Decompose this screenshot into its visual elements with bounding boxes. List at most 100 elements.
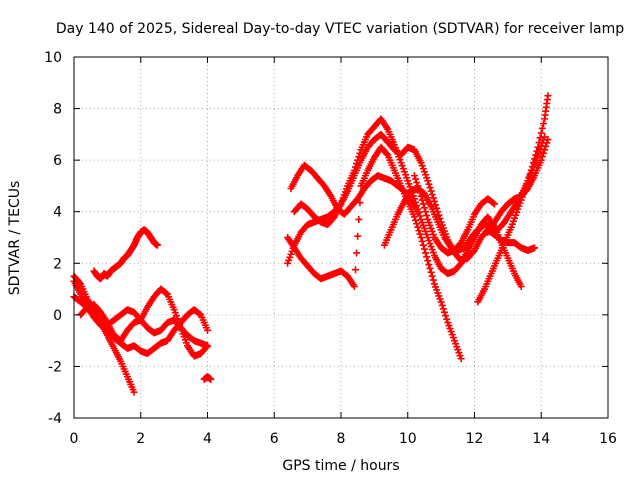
data-point [428,272,436,280]
x-tick-label: 16 [599,431,617,447]
data-point [423,212,431,220]
data-point [420,204,428,212]
data-point [350,282,358,290]
y-axis-label: SDTVAR / TECUs [7,181,23,296]
data-point [351,266,359,274]
series-track-e [90,226,161,283]
data-point [532,151,540,159]
x-tick-label: 10 [399,431,417,447]
data-point [428,191,436,199]
data-point [543,139,551,147]
data-point [539,149,547,157]
data-point [416,189,424,197]
data-point [429,194,437,202]
data-point [204,342,211,350]
data-point [413,220,421,228]
data-point [414,223,422,231]
data-point [413,202,421,210]
data-point [537,156,545,164]
data-point [542,142,550,150]
data-point [422,208,430,216]
data-point [544,136,552,144]
y-tick-label: 8 [53,102,62,118]
data-point [533,147,541,155]
data-point [443,315,451,323]
data-point [429,276,437,284]
data-point [202,343,210,351]
data-point [538,153,546,161]
data-point [440,308,448,316]
x-tick-label: 8 [337,431,346,447]
data-point [438,301,446,309]
data-point [457,355,465,363]
data-point [433,204,441,212]
data-point [535,139,543,147]
y-tick-label: 2 [53,256,62,272]
x-tick-label: 14 [532,431,550,447]
series-track-d [77,285,211,360]
data-point [412,175,420,183]
y-tick-label: 10 [44,50,62,66]
data-point [423,253,431,261]
data-point [424,177,432,185]
y-tick-label: -4 [48,411,62,427]
data-point [417,234,425,241]
series-track-m [484,136,552,236]
data-point [419,241,427,249]
data-point [418,237,426,245]
data-point [130,388,138,396]
data-point [353,249,361,257]
data-point [529,159,537,167]
y-tick-label: 6 [53,153,62,169]
data-point [424,257,432,265]
data-point [425,261,433,269]
data-point [353,160,361,168]
data-point [207,375,215,383]
data-point [491,200,499,208]
data-point [415,227,423,235]
y-tick-label: 4 [53,205,62,221]
y-tick-label: 0 [53,308,62,324]
data-point [427,268,435,276]
data-point [537,129,545,137]
series-track-f [200,373,215,383]
x-tick-label: 6 [270,431,279,447]
data-point [531,155,539,163]
data-point [410,195,418,203]
data-point [531,244,539,252]
data-point [439,305,447,313]
data-points [70,92,552,396]
series-track-j [290,115,525,290]
data-point [354,156,362,164]
series-track-h [284,143,465,363]
data-point [416,230,424,238]
data-point [528,163,536,171]
data-point [536,134,544,142]
data-point [544,92,552,100]
data-point [427,187,435,195]
data-point [417,192,425,200]
x-axis-label: GPS time / hours [282,458,399,474]
data-point [517,282,525,290]
data-point [204,326,211,334]
data-point [414,205,422,213]
x-tick-label: 4 [203,431,212,447]
data-point [355,153,363,161]
y-tick-label: -2 [48,359,62,375]
tick-labels: 0 2 4 6 8 10 12 14 16 -4 -2 0 2 4 6 8 10 [44,50,617,447]
x-tick-label: 0 [70,431,79,447]
data-point [356,199,364,207]
chart-title: Day 140 of 2025, Sidereal Day-to-day VTE… [56,21,624,37]
data-point [413,178,421,186]
data-point [541,146,549,154]
data-point [418,196,426,204]
data-point [526,170,534,178]
data-point [416,212,424,220]
data-point [354,232,362,240]
data-point [410,172,418,180]
data-point [412,216,420,224]
data-point [437,298,445,306]
axis-ticks [73,56,609,419]
